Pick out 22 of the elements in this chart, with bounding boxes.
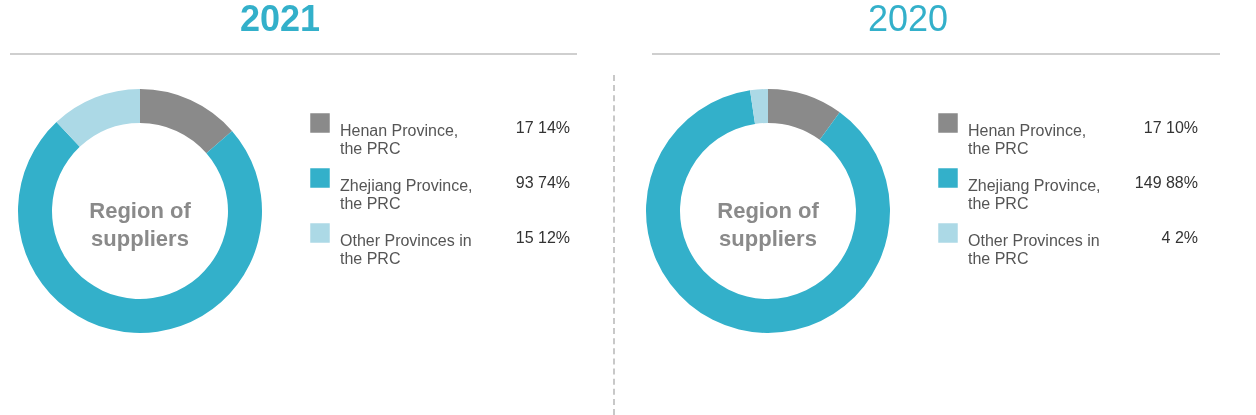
donut-slice <box>18 122 262 333</box>
donut-slice <box>140 89 233 154</box>
legend-label: Other Provinces in the PRC <box>340 232 472 267</box>
data-label: 17 10% <box>1143 119 1198 136</box>
legend-label: Henan Province, the PRC <box>968 122 1087 157</box>
data-label: 15 12% <box>515 229 570 246</box>
chart-title: 2020 <box>868 0 949 39</box>
donut-slice <box>646 90 890 333</box>
donut-slice <box>750 89 768 124</box>
legend-label: Henan Province, the PRC <box>340 122 459 157</box>
legend-label: Zhejiang Province, the PRC <box>340 177 473 212</box>
legend-label: Zhejiang Province, the PRC <box>968 177 1101 212</box>
text: Region of suppliers <box>717 198 820 251</box>
data-label: 17 14% <box>515 119 570 136</box>
legend-label: Other Provinces in the PRC <box>968 232 1100 267</box>
data-label: 149 88% <box>1134 174 1198 191</box>
text: Region of suppliers <box>89 198 192 251</box>
donut-slice <box>768 89 840 140</box>
donut-slice <box>56 89 140 147</box>
data-label: 93 74% <box>515 174 570 191</box>
data-label: 4 2% <box>1161 229 1198 246</box>
chart-title: 2021 <box>240 0 321 39</box>
